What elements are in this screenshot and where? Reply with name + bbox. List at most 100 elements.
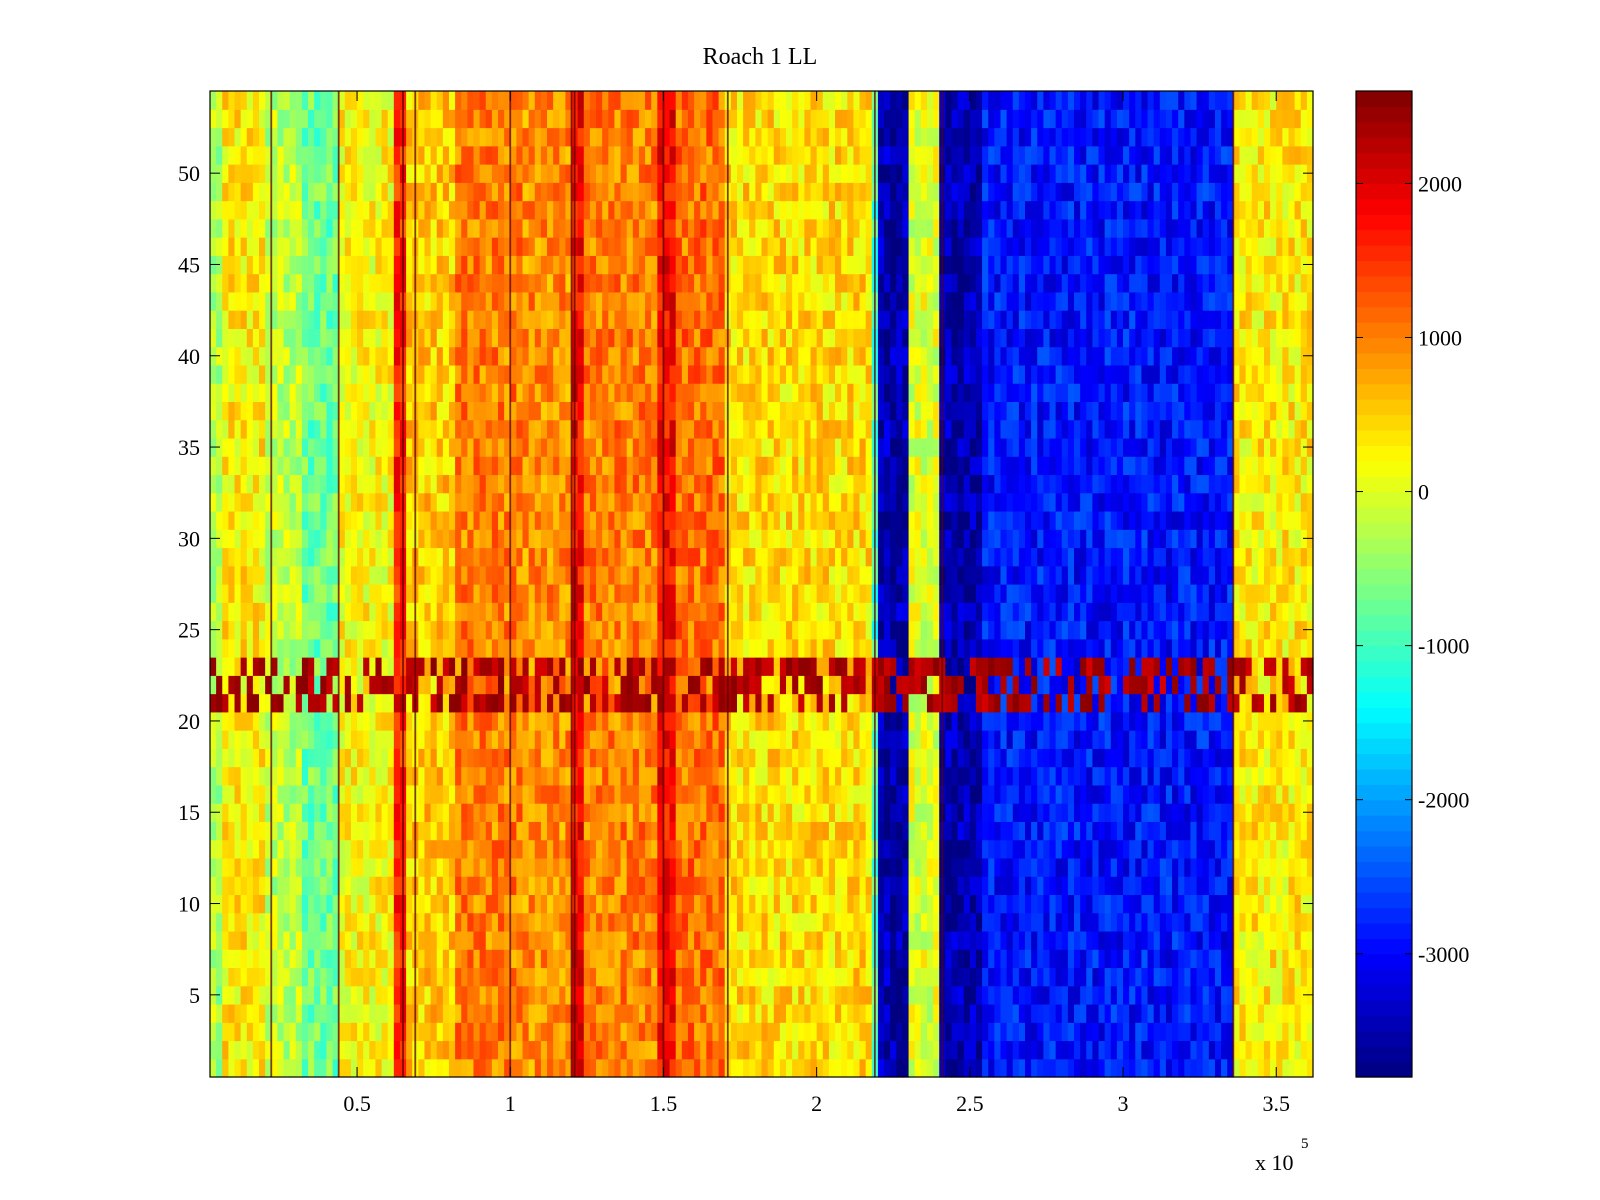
heatmap-cell <box>338 529 346 549</box>
heatmap-cell <box>620 894 628 914</box>
heatmap-cell <box>620 839 628 859</box>
heatmap-cell <box>761 237 769 256</box>
heatmap-cell <box>504 510 511 530</box>
heatmap-cell <box>228 1003 236 1023</box>
heatmap-cell <box>418 602 426 622</box>
heatmap-cell <box>295 310 303 329</box>
heatmap-cell <box>271 492 279 512</box>
heatmap-cell <box>681 711 689 731</box>
heatmap-cell <box>712 364 720 384</box>
heatmap-cell <box>283 1003 291 1023</box>
heatmap-cell <box>314 839 321 859</box>
heatmap-cell <box>381 1003 389 1023</box>
heatmap-cell <box>645 456 652 476</box>
heatmap-cell <box>210 565 217 585</box>
heatmap-cell <box>638 693 646 713</box>
heatmap-cell <box>491 328 499 348</box>
heatmap-cell <box>381 346 389 366</box>
heatmap-cell <box>602 273 609 293</box>
heatmap-cell <box>577 401 585 421</box>
heatmap-cell <box>577 328 585 348</box>
heatmap-cell <box>308 821 315 841</box>
heatmap-cell <box>632 657 640 676</box>
heatmap-cell <box>602 346 609 366</box>
heatmap-cell <box>516 109 524 129</box>
heatmap-cell <box>681 821 689 841</box>
heatmap-cell <box>234 711 242 731</box>
heatmap-cell <box>265 857 272 877</box>
heatmap-cell <box>608 730 616 749</box>
heatmap-cell <box>234 894 242 914</box>
heatmap-cell <box>234 930 242 950</box>
heatmap-cell <box>559 510 567 530</box>
heatmap-cell <box>448 310 456 329</box>
heatmap-cell <box>350 456 358 476</box>
heatmap-cell <box>687 437 695 457</box>
heatmap-cell <box>626 291 634 311</box>
heatmap-cell <box>424 967 432 987</box>
heatmap-cell <box>730 255 738 275</box>
heatmap-cell <box>712 474 720 494</box>
heatmap-cell <box>216 291 223 311</box>
heatmap-cell <box>430 419 438 439</box>
heatmap-cell <box>350 1040 358 1060</box>
heatmap-cell <box>265 401 272 421</box>
heatmap-cell <box>657 876 665 896</box>
heatmap-cell <box>761 657 769 676</box>
heatmap-cell <box>473 547 481 567</box>
heatmap-cell <box>222 930 229 950</box>
heatmap-cell <box>289 602 297 622</box>
heatmap-cell <box>761 529 769 549</box>
heatmap-cell <box>436 255 444 275</box>
heatmap-cell <box>375 218 383 238</box>
heatmap-cell <box>357 364 364 384</box>
heatmap-cell <box>761 565 769 585</box>
heatmap-cell <box>553 255 560 275</box>
heatmap-cell <box>614 638 622 658</box>
heatmap-column <box>479 91 487 1078</box>
heatmap-cell <box>461 383 468 403</box>
heatmap-cell <box>283 584 291 603</box>
heatmap-cell <box>718 328 726 348</box>
heatmap-cell <box>743 912 750 932</box>
heatmap-cell <box>295 127 303 147</box>
heatmap-cell <box>632 675 640 695</box>
heatmap-cell <box>700 857 707 877</box>
heatmap-cell <box>504 182 511 202</box>
heatmap-cell <box>657 711 665 731</box>
heatmap-cell <box>608 675 616 695</box>
heatmap-cell <box>706 985 714 1005</box>
heatmap-cell <box>614 456 622 476</box>
heatmap-cell <box>638 657 646 676</box>
heatmap-cell <box>638 985 646 1005</box>
heatmap-cell <box>357 474 364 494</box>
heatmap-cell <box>485 310 493 329</box>
heatmap-cell <box>675 364 683 384</box>
heatmap-cell <box>461 748 468 768</box>
heatmap-cell <box>663 985 671 1005</box>
heatmap-cell <box>295 164 303 183</box>
heatmap-cell <box>430 1058 438 1078</box>
heatmap-cell <box>651 620 658 640</box>
heatmap-cell <box>589 273 597 293</box>
heatmap-cell <box>363 930 370 950</box>
heatmap-cell <box>706 657 714 676</box>
heatmap-cell <box>510 547 517 567</box>
heatmap-cell <box>277 711 285 731</box>
heatmap-cell <box>498 1022 505 1042</box>
heatmap-cell <box>350 821 358 841</box>
heatmap-cell <box>234 1058 242 1078</box>
heatmap-cell <box>687 839 695 859</box>
heatmap-cell <box>589 912 597 932</box>
heatmap-cell <box>406 693 413 713</box>
heatmap-cell <box>222 310 229 329</box>
heatmap-cell <box>528 474 536 494</box>
heatmap-cell <box>314 164 321 183</box>
heatmap-cell <box>553 547 560 567</box>
heatmap-cell <box>246 766 254 786</box>
heatmap-cell <box>344 1058 352 1078</box>
heatmap-cell <box>614 1003 622 1023</box>
heatmap-cell <box>522 364 530 384</box>
heatmap-cell <box>528 967 536 987</box>
heatmap-cell <box>534 730 542 749</box>
